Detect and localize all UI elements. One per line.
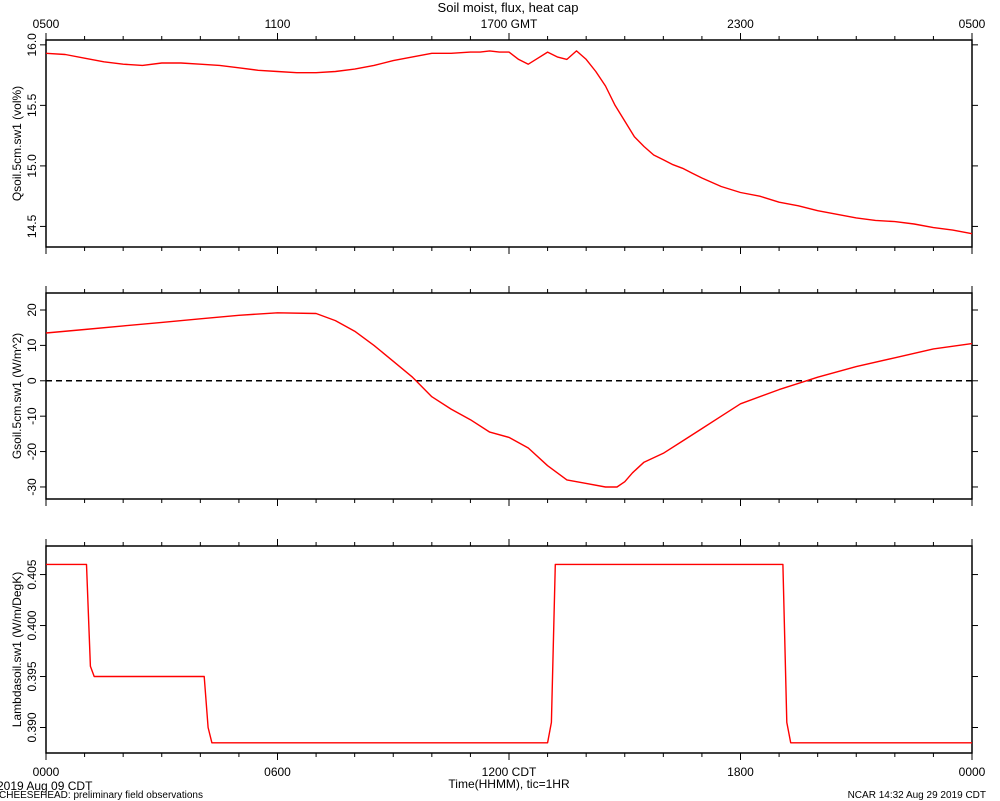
top-tick-label: 0500 [33,17,60,31]
y-axis-title: Qsoil.5cm.sw1 (vol%) [10,86,24,201]
y-tick-label: 0.395 [25,661,39,691]
bottom-tick-label: 0000 [959,765,986,779]
series-line [45,50,973,235]
bottom-tick-label: 0000 [33,765,60,779]
plot-frame [45,39,973,248]
bottom-tick-label: 1200 CDT [482,765,537,779]
bottom-tick-label: 0600 [264,765,291,779]
y-tick-label: 14.5 [25,214,39,238]
y-tick-label: -10 [25,407,39,425]
y-tick-label: 0.405 [25,559,39,589]
y-tick-label: -20 [25,443,39,461]
y-tick-label: 0.400 [25,610,39,640]
plot-frame [45,292,973,500]
y-axis-title: Gsoil.5cm.sw1 (W/m^2) [10,333,24,459]
y-tick-label: 16.0 [25,33,39,57]
y-tick-label: -30 [25,478,39,496]
y-tick-label: 0.390 [25,712,39,742]
project-label: CHEESEHEAD: preliminary field observatio… [0,790,203,801]
date-label: 2019 Aug 09 CDT [0,779,93,793]
plot-frame [45,545,973,754]
top-tick-label: 1100 [265,17,291,31]
y-axis-title: Lambdasoil.sw1 (W/m/DegK) [10,572,24,727]
credit-label: NCAR 14:32 Aug 29 2019 CDT [847,790,986,801]
y-tick-label: 10 [25,338,39,352]
top-tick-label: 0500 [959,17,986,31]
series-line [46,563,972,744]
y-tick-label: 15.5 [25,93,39,117]
top-tick-label: 1700 GMT [481,17,538,31]
x-axis-title: Time(HHMM), tic=1HR [448,777,570,791]
top-tick-label: 2300 [727,17,754,31]
series-line [45,312,973,488]
y-tick-label: 20 [25,303,39,317]
chart-title: Soil moist, flux, heat cap [438,0,579,15]
y-tick-label: 15.0 [25,154,39,178]
y-tick-label: 0 [25,377,39,384]
bottom-tick-label: 1800 [727,765,754,779]
